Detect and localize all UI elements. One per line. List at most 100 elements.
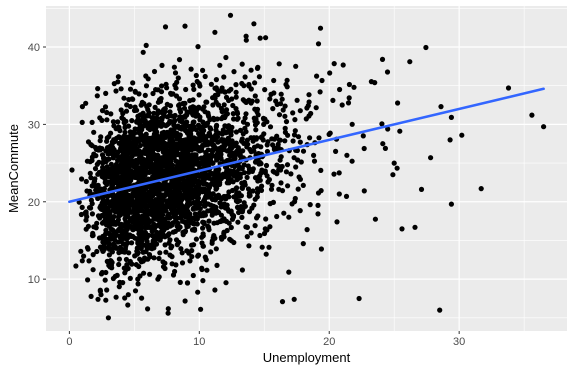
data-point [248, 230, 254, 236]
data-point [262, 168, 268, 174]
data-point [284, 162, 291, 168]
data-point [200, 278, 206, 284]
data-point [188, 214, 194, 221]
data-point [360, 133, 366, 139]
data-point [261, 131, 267, 137]
data-point [100, 196, 106, 202]
data-point [120, 223, 126, 229]
data-point [255, 213, 261, 219]
data-point [195, 44, 201, 50]
data-point [141, 138, 147, 144]
data-point [97, 115, 103, 121]
data-point [395, 100, 401, 106]
data-point [79, 258, 85, 264]
data-point [238, 154, 244, 160]
data-point [157, 193, 163, 199]
data-point [143, 131, 149, 137]
data-point [135, 281, 141, 287]
data-point [264, 173, 270, 179]
data-point [224, 148, 230, 154]
data-point [162, 242, 168, 248]
data-point [196, 92, 202, 98]
data-point [112, 138, 118, 145]
data-point [171, 182, 177, 188]
data-point [298, 159, 304, 165]
data-point [182, 23, 188, 29]
data-point [127, 171, 133, 177]
data-point [197, 187, 203, 193]
data-point [175, 123, 181, 129]
data-point [217, 200, 223, 206]
data-point [156, 109, 162, 115]
data-point [170, 272, 177, 278]
data-point [390, 172, 396, 178]
data-point [141, 192, 148, 198]
data-point [300, 182, 306, 188]
data-point [336, 191, 342, 197]
data-point [165, 199, 171, 205]
data-point [177, 279, 183, 285]
data-point [216, 194, 222, 200]
data-point [290, 138, 296, 144]
data-point [162, 234, 168, 240]
data-point [228, 224, 234, 231]
data-point [384, 69, 391, 75]
data-point [163, 249, 169, 255]
data-point [203, 257, 209, 263]
data-point [199, 106, 206, 112]
data-point [118, 245, 124, 251]
data-point [123, 157, 129, 163]
data-point [273, 98, 279, 104]
data-point [276, 167, 282, 173]
data-point [148, 119, 154, 125]
data-point [142, 225, 148, 231]
data-point [269, 182, 275, 188]
data-point [104, 181, 110, 188]
data-point [140, 249, 146, 255]
data-point [282, 113, 288, 119]
data-point [259, 244, 265, 250]
data-point [306, 99, 312, 105]
data-point [106, 252, 112, 258]
data-point [200, 243, 206, 249]
data-point [92, 166, 99, 172]
data-point [102, 104, 109, 110]
data-point [69, 167, 75, 173]
data-point [344, 152, 350, 158]
data-point [156, 255, 162, 262]
data-point [120, 110, 126, 117]
data-point [282, 129, 288, 135]
data-point [282, 125, 288, 131]
data-point [202, 138, 208, 144]
data-point [169, 254, 175, 260]
data-point [263, 162, 270, 169]
data-point [196, 148, 203, 154]
data-point [380, 141, 386, 147]
data-point [146, 161, 152, 167]
data-point [295, 186, 301, 192]
data-point [134, 251, 140, 257]
data-point [345, 100, 352, 106]
data-point [205, 208, 211, 214]
data-point [231, 151, 237, 157]
data-point [186, 180, 192, 186]
data-point [195, 106, 201, 112]
data-point [351, 84, 357, 90]
data-point [182, 186, 188, 192]
data-point [260, 115, 267, 121]
data-point [136, 263, 142, 270]
data-point [192, 113, 198, 119]
data-point [196, 204, 202, 210]
data-point [233, 129, 239, 135]
data-point [96, 235, 103, 241]
data-point [151, 255, 157, 261]
data-point [227, 12, 234, 18]
data-point [292, 128, 298, 134]
data-point [239, 267, 245, 273]
data-point [79, 104, 85, 110]
data-point [192, 159, 198, 165]
data-point [107, 222, 113, 229]
data-point [137, 142, 143, 149]
y-axis-ticks: 10 20 30 40 [28, 42, 46, 286]
